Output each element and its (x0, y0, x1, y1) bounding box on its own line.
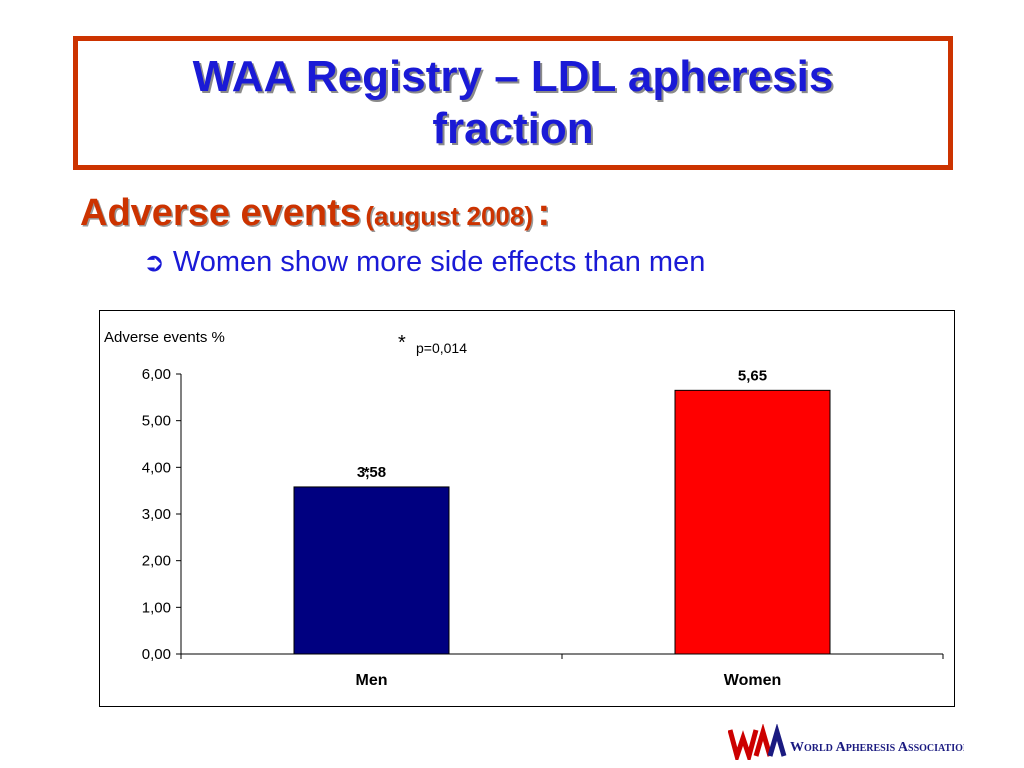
bar-significance-star: * (364, 464, 370, 481)
title-line-1: WAA Registry – LDL apheresis (192, 52, 834, 101)
bar-value-label: 5,65 (738, 367, 767, 384)
chart-frame: Adverse events % * p=0,014 0,00 1,00 2,00 3,00… (99, 310, 955, 707)
bullet-point: ➲ Women show more side effects than men (143, 246, 705, 279)
y-tick-label: 2,00 (142, 553, 171, 570)
subtitle-date: (august 2008) (365, 201, 533, 231)
y-tick-label: 5,00 (142, 413, 171, 430)
x-tick-label: Men (356, 672, 388, 689)
y-tick-label: 1,00 (142, 599, 171, 616)
y-tick-label: 0,00 (142, 646, 171, 663)
bar-chart: Adverse events % * p=0,014 0,00 1,00 2,00 3,00… (104, 329, 944, 689)
bullet-text: Women show more side effects than men (172, 246, 706, 278)
subtitle: Adverse events (august 2008) : (80, 192, 550, 235)
logo-text: World Apheresis Association (790, 740, 964, 755)
bar-women (674, 389, 831, 655)
title-line-2: fraction (432, 104, 594, 153)
y-axis-label: Adverse events % (104, 329, 225, 346)
x-tick-label: Women (724, 672, 781, 689)
y-tick-label: 6,00 (142, 366, 171, 383)
arrow-bullet-icon: ➲ (143, 247, 165, 277)
subtitle-main: Adverse events (80, 192, 361, 234)
significance-star: * (398, 332, 406, 354)
bar-men (293, 486, 450, 655)
title-box: WAA Registry – LDL apheresis fraction (73, 36, 953, 170)
bar-value-label: 3,58 (357, 464, 386, 481)
subtitle-colon: : (537, 192, 551, 234)
p-value-annotation: p=0,014 (416, 340, 467, 356)
waa-logo-mark (728, 724, 787, 760)
waa-logo: World Apheresis Association (728, 724, 964, 760)
y-tick-label: 4,00 (142, 459, 171, 476)
y-tick-label: 3,00 (142, 506, 171, 523)
